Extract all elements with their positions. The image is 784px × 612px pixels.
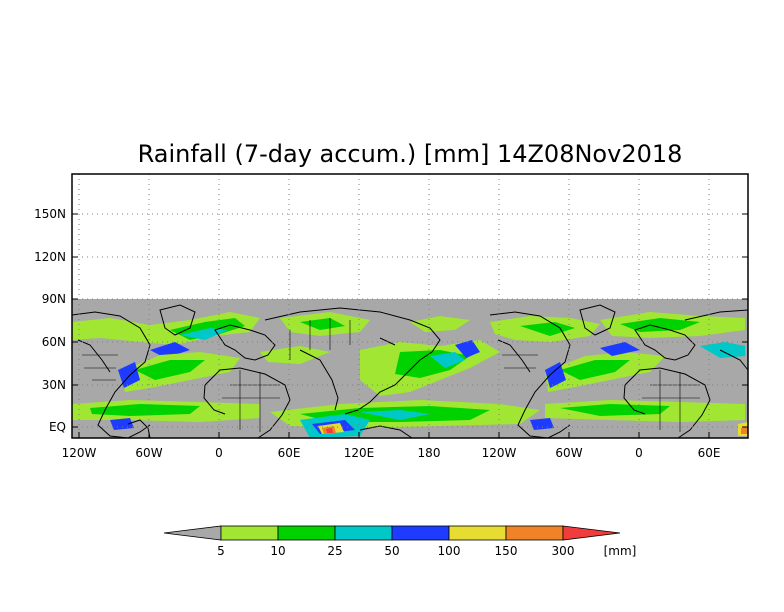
coastline-africa-2 bbox=[623, 367, 711, 439]
map-frame bbox=[71, 173, 749, 439]
colorbar: 5 10 25 50 100 150 300 [mm] bbox=[163, 525, 637, 558]
rain-patch bbox=[545, 362, 566, 388]
colorbar-label: 25 bbox=[327, 544, 342, 558]
x-tick-label: 120W bbox=[62, 446, 97, 460]
x-tick-label: 180 bbox=[418, 446, 441, 460]
colorbar-unit: [mm] bbox=[604, 544, 637, 558]
y-tick-label: 60N bbox=[42, 335, 66, 349]
rain-patch bbox=[455, 340, 480, 358]
colorbar-label: 50 bbox=[384, 544, 399, 558]
colorbar-label: 150 bbox=[495, 544, 518, 558]
colorbar-segment bbox=[391, 525, 450, 541]
x-tick-label: 120E bbox=[344, 446, 375, 460]
coastline-africa bbox=[203, 367, 291, 439]
rain-patch bbox=[600, 342, 640, 356]
y-tick-label: 90N bbox=[42, 292, 66, 306]
colorbar-label: 100 bbox=[438, 544, 461, 558]
coastline-greenland bbox=[159, 304, 196, 336]
x-tick-label: 60E bbox=[698, 446, 721, 460]
colorbar-label: 10 bbox=[270, 544, 285, 558]
coastline-europe bbox=[214, 324, 276, 361]
colorbar-low-triangle bbox=[163, 525, 222, 541]
coastline-asia-2 bbox=[684, 309, 749, 371]
rain-patch bbox=[135, 360, 205, 380]
rain-patch bbox=[741, 427, 748, 434]
coastline-greenland-2 bbox=[579, 304, 616, 336]
rain-patch bbox=[260, 346, 330, 364]
x-axis bbox=[78, 432, 710, 438]
colorbar-segment bbox=[277, 525, 336, 541]
rain-patch bbox=[360, 410, 430, 420]
map-panel: 150N 120N 90N 60N 30N EQ 120W 60W 0 60E … bbox=[34, 173, 749, 460]
rain-patch bbox=[520, 322, 575, 336]
rain-patch bbox=[110, 418, 134, 430]
x-tick-label: 0 bbox=[215, 446, 223, 460]
colorbar-segment bbox=[334, 525, 393, 541]
rain-patch bbox=[410, 316, 470, 332]
rain-patch bbox=[300, 318, 345, 330]
colorbar-segment bbox=[505, 525, 564, 541]
graticule bbox=[72, 174, 748, 438]
rainfall-field bbox=[72, 312, 748, 438]
x-tick-label: 60W bbox=[555, 446, 582, 460]
rain-patch bbox=[560, 360, 630, 380]
rain-patch bbox=[430, 352, 465, 368]
rain-patch bbox=[530, 418, 554, 430]
y-axis bbox=[72, 213, 748, 428]
rain-patch bbox=[118, 362, 140, 388]
rain-patch bbox=[150, 342, 190, 358]
coastline-australia bbox=[359, 425, 413, 439]
x-tick-label: 0 bbox=[635, 446, 643, 460]
y-tick-label: 30N bbox=[42, 378, 66, 392]
figure-title: Rainfall (7-day accum.) [mm] 14Z08Nov201… bbox=[138, 140, 683, 168]
y-tick-label: EQ bbox=[49, 420, 66, 434]
country-borders bbox=[82, 318, 700, 432]
y-tick-label: 150N bbox=[34, 207, 66, 221]
y-tick-label: 120N bbox=[34, 250, 66, 264]
rain-patch bbox=[326, 428, 333, 433]
coastlines bbox=[71, 304, 749, 439]
rain-patch bbox=[90, 404, 200, 416]
colorbar-label: 300 bbox=[552, 544, 575, 558]
x-tick-label: 60E bbox=[278, 446, 301, 460]
x-tick-label: 60W bbox=[135, 446, 162, 460]
rain-patch bbox=[700, 342, 745, 358]
colorbar-high-triangle bbox=[562, 525, 621, 541]
colorbar-segment bbox=[448, 525, 507, 541]
colorbar-segment bbox=[220, 525, 279, 541]
colorbar-label: 5 bbox=[217, 544, 225, 558]
x-tick-label: 120W bbox=[482, 446, 517, 460]
coastline-europe-2 bbox=[634, 324, 696, 361]
